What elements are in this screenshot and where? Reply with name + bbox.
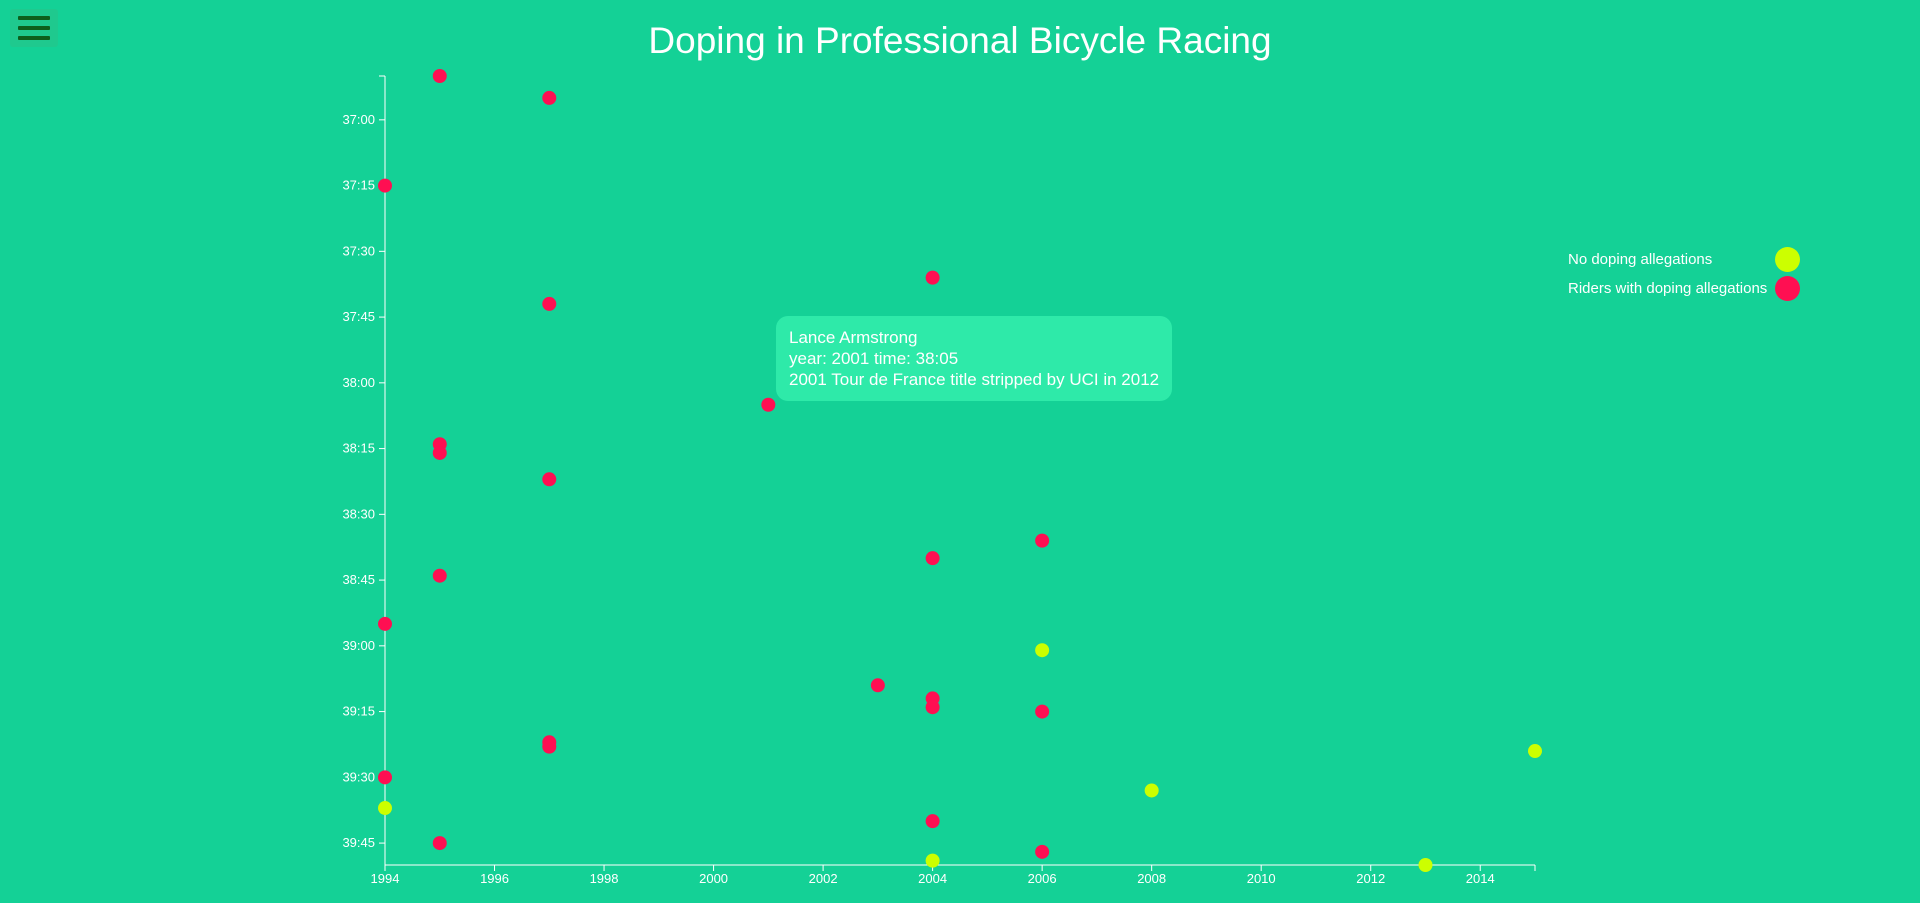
menu-button[interactable] (10, 9, 58, 47)
data-point-doping (542, 472, 557, 487)
x-tick-label: 2012 (1356, 871, 1385, 886)
data-point-doping (378, 770, 392, 785)
legend-swatch-doping (1775, 276, 1800, 301)
y-tick-label: 37:00 (342, 112, 375, 127)
data-point-clean (1144, 783, 1159, 798)
legend-swatch-clean (1775, 247, 1800, 272)
legend-item-doping: Riders with doping allegations (1560, 274, 1800, 303)
x-tick-label: 2008 (1137, 871, 1166, 886)
data-point-doping (925, 814, 940, 829)
y-tick-label: 38:00 (342, 375, 375, 390)
data-point-doping (1035, 704, 1050, 719)
data-point-doping (1035, 533, 1050, 548)
data-point-doping (925, 270, 940, 285)
y-tick-label: 38:30 (342, 506, 375, 521)
x-tick-label: 2002 (809, 871, 838, 886)
data-point-doping (432, 568, 447, 583)
data-point-clean (378, 801, 392, 816)
x-tick-label: 1994 (371, 871, 400, 886)
chart-title: Doping in Professional Bicycle Racing (648, 20, 1272, 61)
x-tick-label: 2004 (918, 871, 947, 886)
data-point-doping (378, 178, 392, 193)
data-point-doping (925, 551, 940, 566)
y-tick-label: 38:15 (342, 441, 375, 456)
tooltip-rider-name: Lance Armstrong (789, 328, 918, 347)
legend-label-doping: Riders with doping allegations (1568, 280, 1768, 297)
y-tick-label: 38:45 (342, 572, 375, 587)
y-tick-label: 37:30 (342, 243, 375, 258)
data-point-doping (925, 700, 940, 715)
data-point-doping (870, 678, 885, 693)
data-point-clean (1035, 643, 1050, 658)
tooltip: Lance Armstrong year: 2001 time: 38:05 2… (776, 316, 1173, 401)
y-tick-label: 37:45 (342, 309, 375, 324)
data-point-doping (542, 296, 557, 311)
x-tick-label: 2000 (699, 871, 728, 886)
data-point-doping (432, 836, 447, 851)
legend-item-clean: No doping allegations (1560, 245, 1800, 274)
data-point-doping (542, 90, 557, 105)
y-tick-label: 39:30 (342, 769, 375, 784)
y-tick-label: 37:15 (342, 178, 375, 193)
data-point-doping (432, 445, 447, 460)
y-tick-label: 39:15 (342, 704, 375, 719)
x-tick-label: 1998 (590, 871, 619, 886)
tooltip-year-time: year: 2001 time: 38:05 (789, 349, 959, 368)
y-tick-label: 39:00 (342, 638, 375, 653)
x-tick-label: 1996 (480, 871, 509, 886)
legend: No doping allegations Riders with doping… (1560, 245, 1800, 303)
data-point-clean (1418, 858, 1433, 872)
data-point-doping (378, 616, 392, 631)
hamburger-icon (18, 16, 50, 20)
data-point-doping (542, 739, 557, 754)
data-point-doping (761, 397, 776, 412)
x-tick-label: 2006 (1028, 871, 1057, 886)
data-point-doping (1035, 844, 1050, 859)
data-point-clean (1528, 744, 1542, 759)
data-point-clean (925, 853, 940, 868)
data-point-doping (432, 69, 447, 83)
tooltip-note: 2001 Tour de France title stripped by UC… (789, 370, 1160, 389)
y-tick-label: 39:45 (342, 835, 375, 850)
x-tick-label: 2010 (1247, 871, 1276, 886)
x-tick-label: 2014 (1466, 871, 1495, 886)
legend-label-clean: No doping allegations (1568, 251, 1713, 268)
